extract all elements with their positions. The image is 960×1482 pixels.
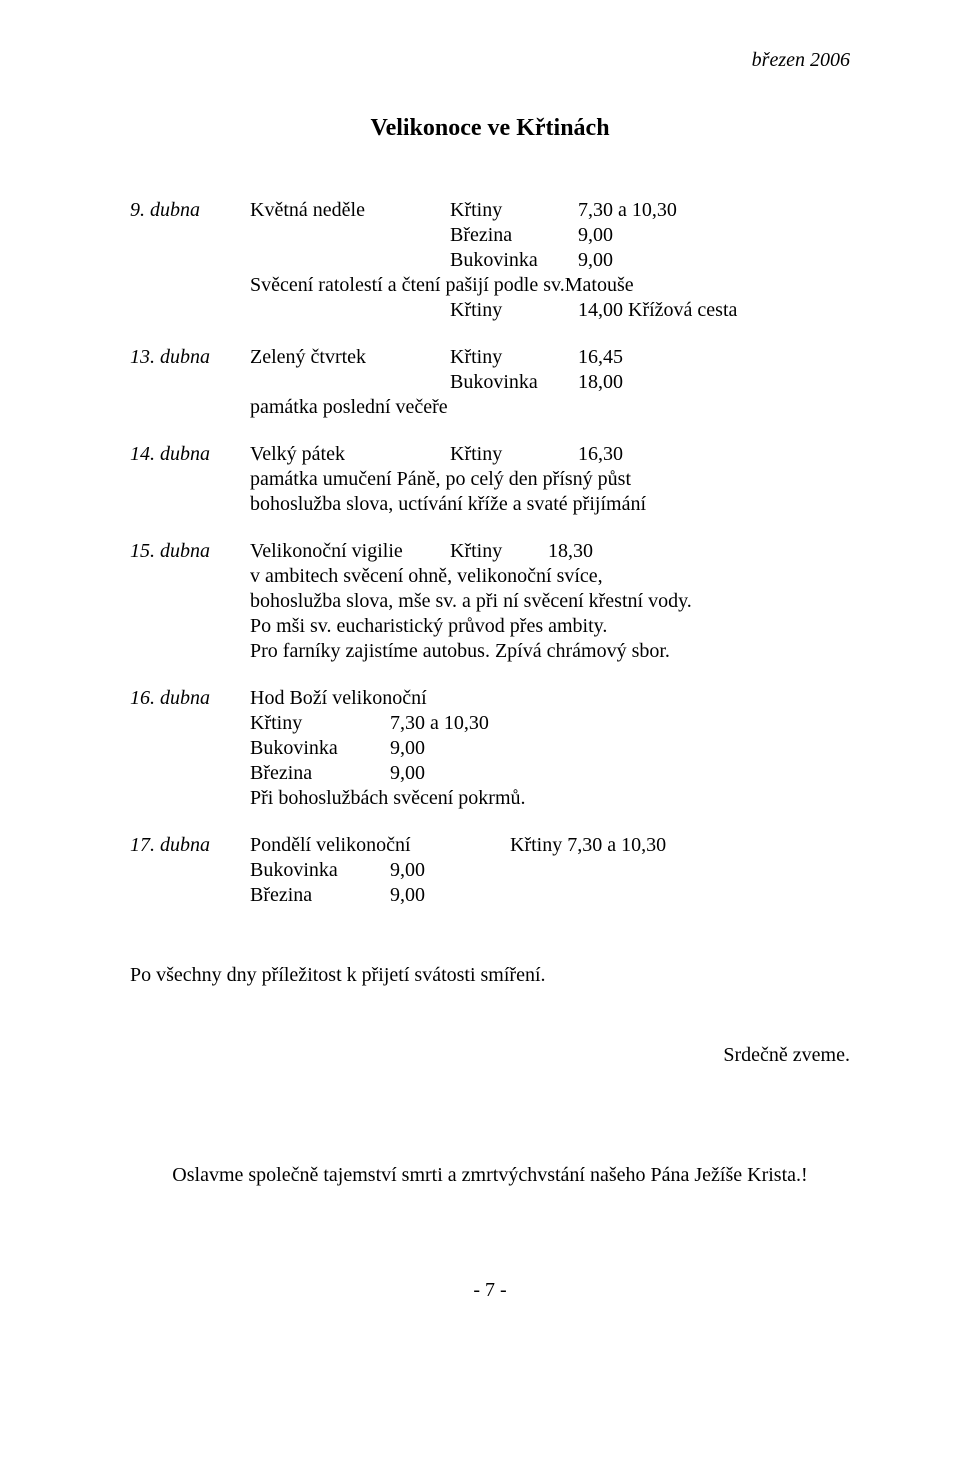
place-label: Březina	[250, 761, 390, 786]
entry-date: 17. dubna	[130, 833, 250, 908]
place-label: Křtiny	[450, 345, 560, 370]
page-number: - 7 -	[130, 1278, 850, 1303]
entry-body: Hod Boží velikonoční Křtiny 7,30 a 10,30…	[250, 686, 850, 811]
place-time: Křtiny 7,30 a 10,30	[510, 833, 666, 858]
footer-invite: Srdečně zveme.	[130, 1043, 850, 1068]
schedule-row: Pondělí velikonoční Křtiny 7,30 a 10,30	[250, 833, 850, 858]
schedule-row: Březina 9,00	[250, 883, 850, 908]
schedule-row: Březina 9,00	[250, 761, 850, 786]
blank	[250, 223, 450, 248]
entry-date: 9. dubna	[130, 198, 250, 323]
schedule-row: Bukovinka 18,00	[250, 370, 850, 395]
entry-description: bohoslužba slova, uctívání kříže a svaté…	[250, 492, 850, 517]
footer-closing: Oslavme společně tajemství smrti a zmrtv…	[130, 1163, 850, 1188]
schedule-row: Bukovinka 9,00	[250, 736, 850, 761]
time-label: 16,45	[578, 345, 623, 370]
schedule-entry: 15. dubna Velikonoční vigilie Křtiny 18,…	[130, 539, 850, 664]
entry-body: Pondělí velikonoční Křtiny 7,30 a 10,30 …	[250, 833, 850, 908]
time-label: 14,00 Křížová cesta	[578, 298, 737, 323]
time-label: 9,00	[578, 248, 613, 273]
time-label: 9,00	[390, 858, 425, 883]
time-label: 7,30 a 10,30	[390, 711, 489, 736]
place-label: Křtiny	[250, 711, 390, 736]
day-name: Pondělí velikonoční	[250, 833, 510, 858]
place-label: Křtiny	[450, 198, 560, 223]
schedule-row: Zelený čtvrtek Křtiny 16,45	[250, 345, 850, 370]
place-label: Bukovinka	[450, 248, 560, 273]
header-date: březen 2006	[130, 48, 850, 73]
schedule-entry: 17. dubna Pondělí velikonoční Křtiny 7,3…	[130, 833, 850, 908]
schedule-row: Křtiny 7,30 a 10,30	[250, 711, 850, 736]
schedule-row: Březina 9,00	[250, 223, 850, 248]
schedule-row: Květná neděle Křtiny 7,30 a 10,30	[250, 198, 850, 223]
day-name: Hod Boží velikonoční	[250, 686, 427, 711]
day-name: Velikonoční vigilie	[250, 539, 450, 564]
schedule-row: Bukovinka 9,00	[250, 858, 850, 883]
entry-body: Velikonoční vigilie Křtiny 18,30 v ambit…	[250, 539, 850, 664]
entry-date: 13. dubna	[130, 345, 250, 420]
place-label: Křtiny	[450, 442, 560, 467]
schedule-row: Křtiny 14,00 Křížová cesta	[250, 298, 850, 323]
time-label: 9,00	[390, 761, 425, 786]
entry-description: Při bohoslužbách svěcení pokrmů.	[250, 786, 850, 811]
time-label: 18,00	[578, 370, 623, 395]
schedule-row: Velký pátek Křtiny 16,30	[250, 442, 850, 467]
time-label: 9,00	[390, 883, 425, 908]
entry-date: 14. dubna	[130, 442, 250, 517]
time-label: 7,30 a 10,30	[578, 198, 677, 223]
place-label: Bukovinka	[250, 858, 390, 883]
schedule-entry: 13. dubna Zelený čtvrtek Křtiny 16,45 Bu…	[130, 345, 850, 420]
entry-date: 16. dubna	[130, 686, 250, 811]
entry-body: Zelený čtvrtek Křtiny 16,45 Bukovinka 18…	[250, 345, 850, 420]
time-label: 16,30	[578, 442, 623, 467]
entry-description: památka poslední večeře	[250, 395, 850, 420]
time-label: 9,00	[390, 736, 425, 761]
place-label: Bukovinka	[250, 736, 390, 761]
schedule-entry: 9. dubna Květná neděle Křtiny 7,30 a 10,…	[130, 198, 850, 323]
schedule-entry: 16. dubna Hod Boží velikonoční Křtiny 7,…	[130, 686, 850, 811]
entry-description: Pro farníky zajistíme autobus. Zpívá chr…	[250, 639, 850, 664]
time-label: 18,30	[548, 539, 593, 564]
entry-description: památka umučení Páně, po celý den přísný…	[250, 467, 850, 492]
time-label: 9,00	[578, 223, 613, 248]
place-label: Březina	[450, 223, 560, 248]
entry-body: Květná neděle Křtiny 7,30 a 10,30 Březin…	[250, 198, 850, 323]
blank	[250, 370, 450, 395]
footer-note: Po všechny dny příležitost k přijetí svá…	[130, 963, 850, 988]
place-label: Březina	[250, 883, 390, 908]
place-label: Křtiny	[450, 539, 530, 564]
schedule-entry: 14. dubna Velký pátek Křtiny 16,30 památ…	[130, 442, 850, 517]
entry-body: Velký pátek Křtiny 16,30 památka umučení…	[250, 442, 850, 517]
schedule-row: Velikonoční vigilie Křtiny 18,30	[250, 539, 850, 564]
entry-description: v ambitech svěcení ohně, velikonoční sví…	[250, 564, 850, 589]
blank	[250, 298, 450, 323]
day-name: Květná neděle	[250, 198, 450, 223]
page-title: Velikonoce ve Křtinách	[130, 113, 850, 143]
day-name: Velký pátek	[250, 442, 450, 467]
day-name: Zelený čtvrtek	[250, 345, 450, 370]
entry-description: bohoslužba slova, mše sv. a při ní svěce…	[250, 589, 850, 614]
schedule-row: Hod Boží velikonoční	[250, 686, 850, 711]
place-label: Bukovinka	[450, 370, 560, 395]
blank	[250, 248, 450, 273]
entry-description: Svěcení ratolestí a čtení pašijí podle s…	[250, 273, 850, 298]
schedule-row: Bukovinka 9,00	[250, 248, 850, 273]
entry-description: Po mši sv. eucharistický průvod přes amb…	[250, 614, 850, 639]
place-label: Křtiny	[450, 298, 560, 323]
entry-date: 15. dubna	[130, 539, 250, 664]
